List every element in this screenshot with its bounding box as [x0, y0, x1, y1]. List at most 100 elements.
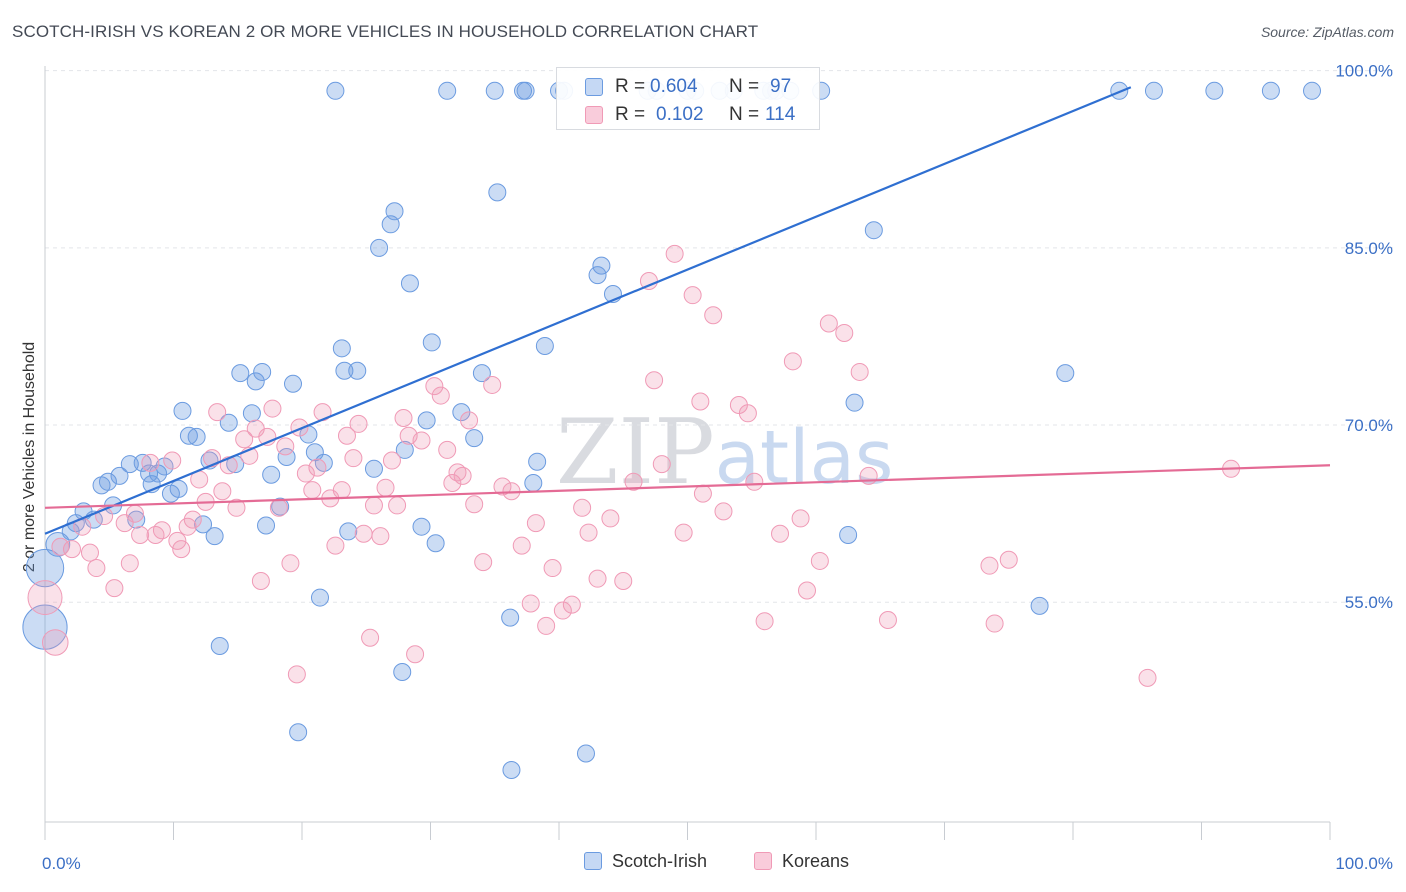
legend-r-value: 0.102	[656, 104, 704, 125]
koreans-point	[474, 553, 493, 572]
koreans-point	[152, 521, 171, 540]
scotch-irish-point	[1205, 81, 1224, 100]
scotch-irish-point	[339, 522, 358, 541]
scotch-irish-point	[364, 459, 383, 478]
scotch-irish-point	[210, 636, 229, 655]
legend-row-koreans: R = 0.102 N = 114	[557, 101, 819, 129]
scotch-irish-point	[1056, 364, 1075, 383]
trend-line-koreans	[44, 464, 1331, 509]
koreans-point	[483, 375, 502, 394]
koreans-point	[665, 244, 684, 263]
koreans-point	[251, 572, 270, 591]
scotch-irish-point	[528, 452, 547, 471]
koreans-point	[332, 481, 351, 500]
koreans-point	[521, 594, 540, 613]
koreans-point	[512, 536, 531, 555]
scotch-irish-point	[310, 588, 329, 607]
scotch-irish-point	[412, 517, 431, 536]
scotch-irish-point	[348, 361, 367, 380]
scotch-irish-point	[179, 426, 198, 445]
scotch-irish-point	[289, 723, 308, 742]
koreans-point	[337, 426, 356, 445]
scotch-irish-point	[246, 372, 265, 391]
watermark-atlas: atlas	[714, 415, 894, 501]
legend-swatch-scotch-irish	[585, 78, 603, 96]
koreans-point	[115, 514, 134, 533]
koreans-point	[213, 482, 232, 501]
scotch-irish-point	[426, 534, 445, 553]
chart-title: SCOTCH-IRISH VS KOREAN 2 OR MORE VEHICLE…	[12, 22, 759, 41]
scotch-irish-point	[864, 221, 883, 240]
scotch-irish-point	[284, 374, 303, 393]
koreans-point	[985, 614, 1004, 633]
scotch-irish-point	[438, 81, 457, 100]
koreans-point	[425, 377, 444, 396]
koreans-point	[51, 537, 70, 556]
scotch-irish-point	[253, 362, 272, 381]
koreans-point	[652, 455, 671, 474]
koreans-point	[349, 414, 368, 433]
koreans-point	[562, 595, 581, 614]
koreans-point	[87, 559, 106, 578]
y-tick-label: 85.0%	[1345, 239, 1393, 258]
koreans-point	[376, 478, 395, 497]
x-tick-label: 0.0%	[42, 854, 81, 873]
scotch-irish-point	[25, 548, 65, 588]
koreans-point	[308, 458, 327, 477]
koreans-point	[361, 628, 380, 647]
koreans-point	[783, 352, 802, 371]
legend-r-label: R =	[615, 76, 646, 97]
scotch-irish-point	[588, 266, 607, 285]
koreans-point	[394, 409, 413, 428]
koreans-point	[382, 451, 401, 470]
scotch-irish-point	[187, 427, 206, 446]
scotch-irish-point	[314, 453, 333, 472]
koreans-point	[296, 464, 315, 483]
koreans-point	[810, 551, 829, 570]
scotch-irish-point	[1303, 81, 1322, 100]
trend-lines	[44, 86, 1331, 535]
koreans-point	[371, 527, 390, 546]
koreans-point	[146, 525, 165, 544]
bottom-legend-swatch-koreans	[754, 852, 772, 870]
koreans-point	[27, 580, 63, 616]
scotch-irish-point	[110, 466, 129, 485]
scotch-irish-point	[173, 401, 192, 420]
bottom-legend-koreans: Koreans	[754, 851, 849, 872]
koreans-point	[235, 430, 254, 449]
tick-labels: 55.0% 70.0% 85.0% 100.0% 0.0% 100.0%	[42, 62, 1393, 873]
koreans-point	[120, 554, 139, 573]
scotch-irish-point	[335, 361, 354, 380]
koreans-point	[624, 472, 643, 491]
koreans-point	[183, 510, 202, 529]
koreans-point	[755, 612, 774, 631]
scotch-irish-point	[488, 183, 507, 202]
koreans-point	[105, 579, 124, 598]
koreans-point	[537, 616, 556, 635]
scotch-irish-point	[524, 473, 543, 492]
y-tick-label: 100.0%	[1335, 62, 1393, 81]
scotch-irish-point	[133, 453, 152, 472]
koreans-point	[326, 536, 345, 555]
koreans-point	[835, 323, 854, 342]
scotch-irish-point	[127, 510, 146, 529]
scotch-irish-point	[120, 455, 139, 474]
koreans-point	[745, 472, 764, 491]
koreans-point	[714, 502, 733, 521]
bottom-legend-scotch-irish: Scotch-Irish	[584, 851, 707, 872]
legend-n-value: 97	[770, 76, 792, 97]
koreans-point	[406, 645, 425, 664]
koreans-point	[263, 399, 282, 418]
grid-lines	[45, 70, 1395, 603]
axes	[44, 66, 1331, 840]
scotch-irish-point	[169, 479, 188, 498]
koreans-point	[431, 386, 450, 405]
scotch-irish-point	[149, 464, 168, 483]
scotch-irish-point	[98, 472, 117, 491]
scotch-irish-point	[535, 336, 554, 355]
scotch-irish-point	[422, 333, 441, 352]
koreans-point	[588, 569, 607, 588]
koreans-point	[465, 495, 484, 514]
scotch-irish-point	[262, 465, 281, 484]
koreans-point	[287, 665, 306, 684]
